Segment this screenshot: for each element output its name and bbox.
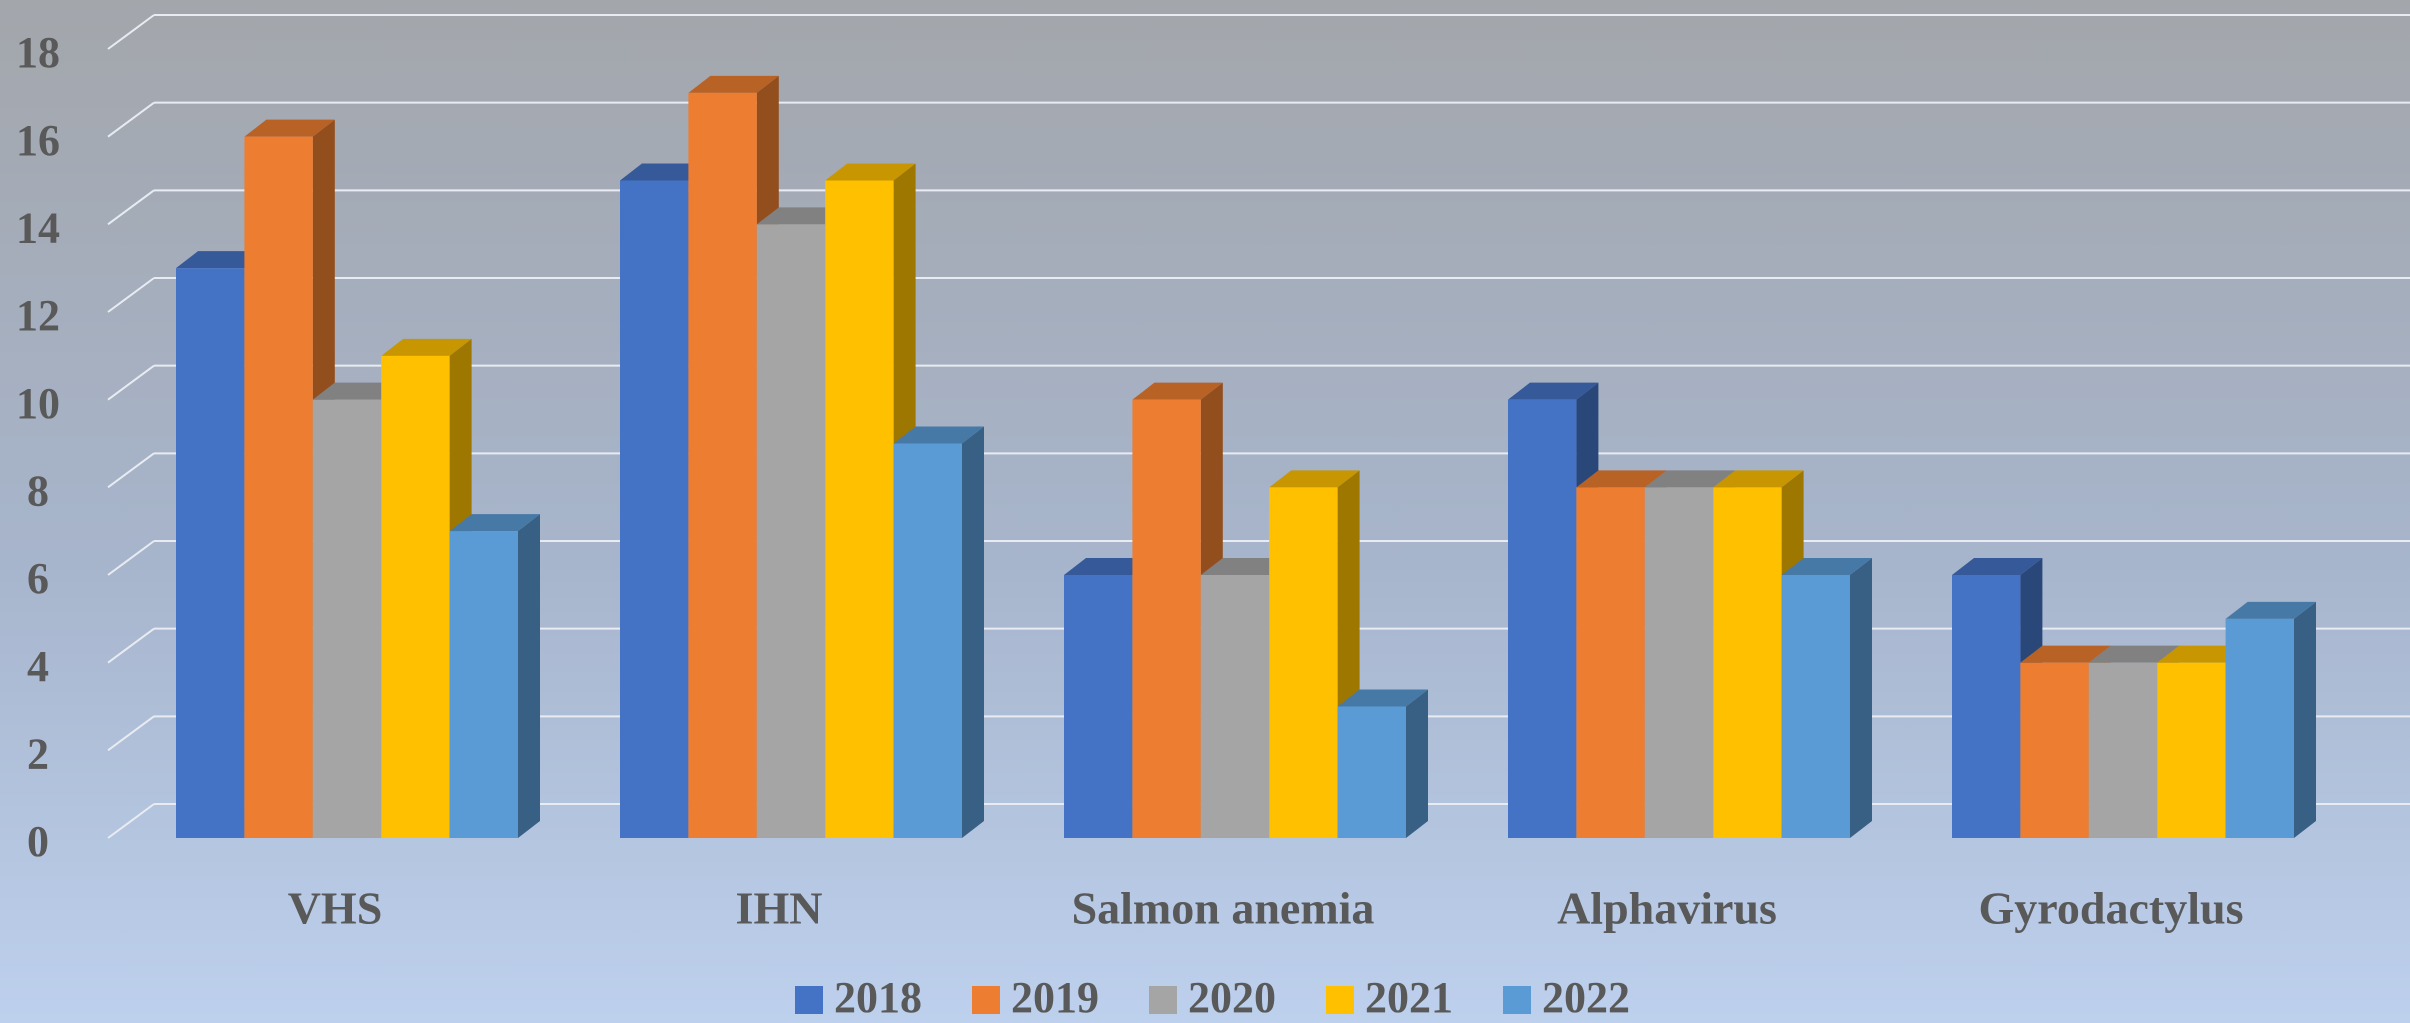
bar bbox=[1508, 399, 1577, 838]
bar-top bbox=[2225, 601, 2316, 619]
x-tick-label: Salmon anemia bbox=[1072, 883, 1375, 934]
bar-top bbox=[1644, 470, 1736, 488]
grid-line-side bbox=[107, 364, 155, 401]
bar bbox=[2020, 662, 2089, 838]
x-tick-label: VHS bbox=[288, 883, 383, 934]
bar bbox=[893, 443, 962, 838]
y-tick-label: 2 bbox=[27, 729, 49, 778]
bar-top bbox=[893, 426, 984, 444]
grid-line-side bbox=[107, 627, 155, 664]
y-tick-label: 12 bbox=[16, 291, 60, 340]
y-tick-label: 18 bbox=[16, 28, 60, 77]
grid-line-side bbox=[107, 189, 155, 226]
grid-line-side bbox=[107, 452, 155, 489]
bar-top bbox=[176, 251, 267, 269]
bar bbox=[381, 355, 450, 838]
bar-top bbox=[1200, 558, 1292, 575]
bar bbox=[449, 531, 518, 838]
bar bbox=[1200, 575, 1270, 838]
x-tick-label: IHN bbox=[736, 883, 823, 934]
x-tick-label: Alphavirus bbox=[1557, 883, 1777, 934]
bar bbox=[825, 180, 894, 838]
legend-label: 2022 bbox=[1542, 973, 1630, 1022]
bar-top bbox=[381, 338, 472, 356]
bar-top bbox=[620, 163, 711, 181]
bar bbox=[1713, 487, 1782, 838]
y-tick-label: 10 bbox=[16, 379, 60, 428]
legend-swatch bbox=[795, 986, 823, 1014]
bar-top bbox=[244, 119, 335, 137]
bar bbox=[1132, 399, 1201, 838]
bar-side bbox=[518, 514, 540, 838]
bar-top bbox=[756, 207, 848, 225]
legend-swatch bbox=[1149, 986, 1177, 1014]
bar bbox=[2225, 618, 2294, 838]
bar-top bbox=[1132, 382, 1223, 400]
bar bbox=[1064, 575, 1133, 838]
grid-line-side bbox=[107, 803, 155, 839]
bar bbox=[2157, 662, 2226, 838]
bar bbox=[1644, 487, 1714, 838]
legend-label: 2019 bbox=[1011, 973, 1099, 1022]
bar-top bbox=[1781, 558, 1872, 575]
legend-swatch bbox=[972, 986, 1000, 1014]
grid-line-side bbox=[107, 101, 155, 138]
bar bbox=[1269, 487, 1338, 838]
bar-side bbox=[962, 426, 984, 838]
y-tick-label: 4 bbox=[27, 642, 49, 691]
legend-swatch bbox=[1326, 986, 1354, 1014]
y-tick-label: 8 bbox=[27, 466, 49, 515]
bar-top bbox=[1713, 470, 1804, 488]
bar-top bbox=[2088, 645, 2180, 663]
bar bbox=[688, 92, 757, 839]
bar-top bbox=[449, 514, 540, 532]
bar-top bbox=[1508, 382, 1599, 400]
x-tick-label: Gyrodactylus bbox=[1979, 883, 2244, 934]
y-tick-label: 6 bbox=[27, 554, 49, 603]
bar-top bbox=[1337, 689, 1428, 707]
bar-side bbox=[2294, 601, 2316, 838]
y-tick-label: 0 bbox=[27, 817, 49, 866]
bar-top bbox=[1064, 558, 1155, 575]
legend-label: 2020 bbox=[1188, 973, 1276, 1022]
bar bbox=[1952, 575, 2021, 838]
bar-top bbox=[688, 75, 779, 93]
bar bbox=[312, 399, 382, 838]
bar bbox=[620, 180, 689, 838]
grid-line-side bbox=[107, 14, 155, 50]
bar bbox=[1781, 575, 1850, 838]
legend-swatch bbox=[1503, 986, 1531, 1014]
bar-side bbox=[1406, 689, 1428, 838]
bar bbox=[2088, 662, 2158, 838]
bar-top bbox=[1576, 470, 1667, 488]
bar-top bbox=[2157, 645, 2248, 663]
grid-line-side bbox=[107, 715, 155, 752]
grid-line-side bbox=[107, 540, 155, 576]
y-tick-label: 14 bbox=[16, 203, 60, 252]
bar bbox=[1337, 706, 1406, 838]
legend-label: 2018 bbox=[834, 973, 922, 1022]
grid-line-side bbox=[107, 277, 155, 313]
bar-top bbox=[825, 163, 916, 181]
legend-label: 2021 bbox=[1365, 973, 1453, 1022]
bar bbox=[756, 224, 826, 839]
bar-top bbox=[2020, 645, 2111, 663]
bar-top bbox=[1269, 470, 1360, 488]
bar bbox=[244, 136, 313, 838]
bar bbox=[176, 268, 245, 839]
bar-top bbox=[312, 382, 404, 400]
bar bbox=[1576, 487, 1645, 838]
bar-top bbox=[1952, 558, 2043, 575]
y-tick-label: 16 bbox=[16, 116, 60, 165]
bar-side bbox=[1850, 558, 1872, 838]
